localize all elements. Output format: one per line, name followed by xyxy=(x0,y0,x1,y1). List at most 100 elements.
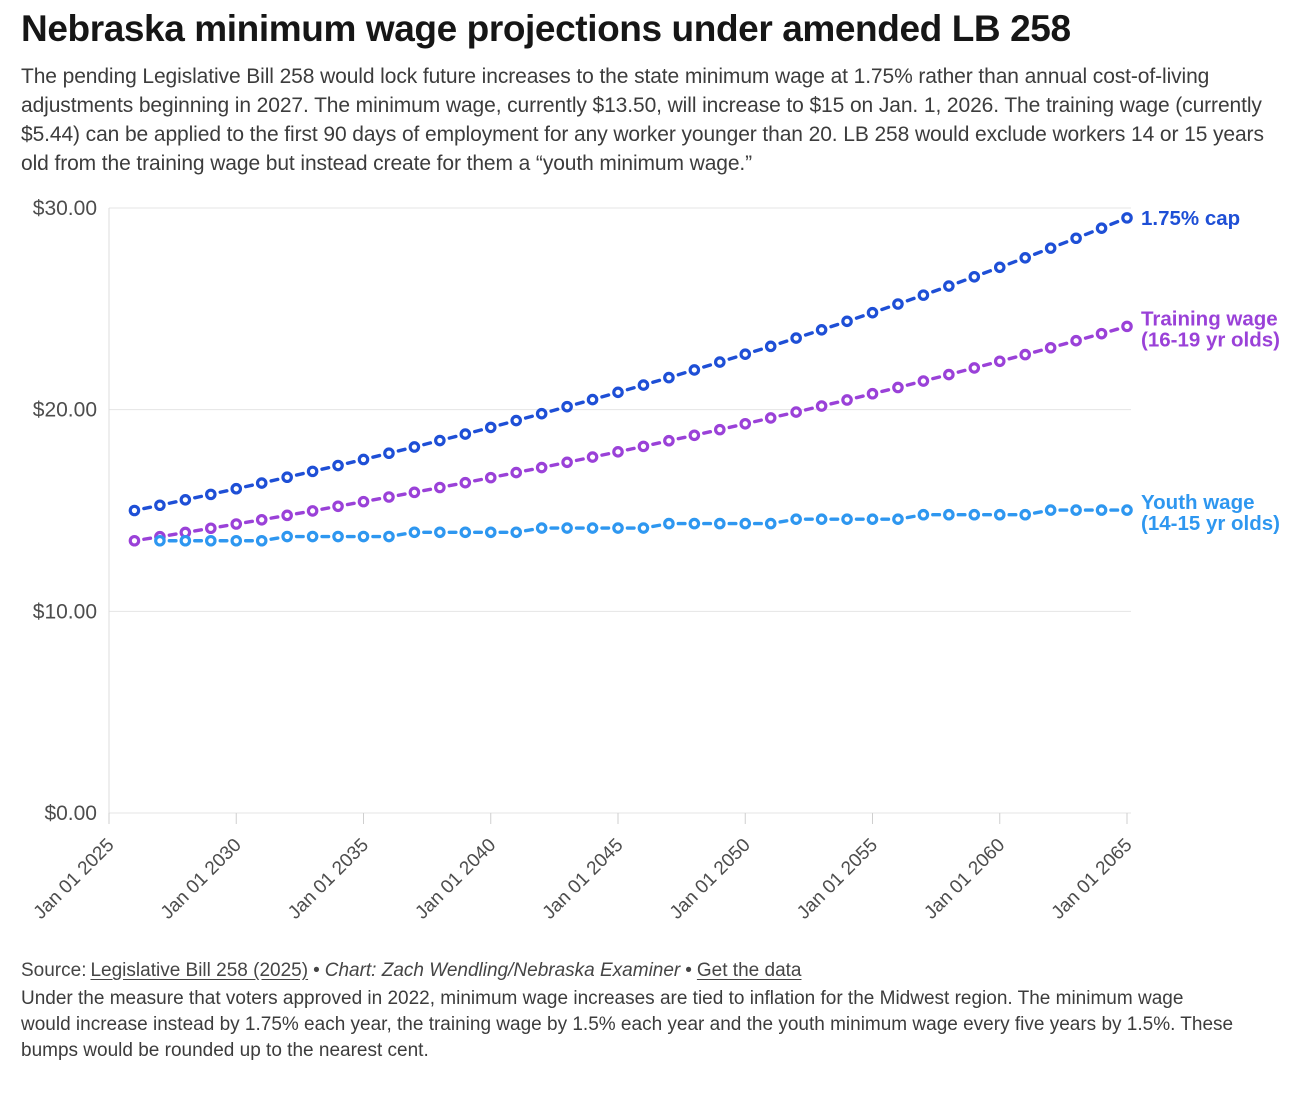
series-dash xyxy=(931,375,942,381)
series-dash xyxy=(523,414,534,420)
data-point-marker xyxy=(128,504,141,517)
series-training: Training wage (16-19 yr olds) xyxy=(128,307,1280,547)
data-point-marker xyxy=(688,429,701,442)
data-point-marker xyxy=(917,289,930,301)
series-dash xyxy=(549,462,560,468)
data-point-marker xyxy=(1070,334,1082,347)
series-dash xyxy=(269,477,280,483)
data-point-marker xyxy=(306,505,319,517)
series-dash xyxy=(1058,341,1069,347)
data-point-marker xyxy=(306,530,319,543)
data-point-marker xyxy=(230,534,243,547)
data-point-marker xyxy=(230,518,243,530)
series-dash xyxy=(880,305,891,312)
series-dash xyxy=(1007,355,1018,361)
x-axis-tick-label: Jan 01 2035 xyxy=(284,835,373,924)
series-dash xyxy=(243,483,254,489)
series-dash xyxy=(422,441,433,447)
data-point-marker xyxy=(459,428,472,440)
series-dash xyxy=(956,278,967,285)
data-point-marker xyxy=(383,491,395,503)
data-point-marker xyxy=(510,526,522,539)
data-point-marker xyxy=(815,513,828,525)
series-dash xyxy=(778,519,789,524)
series-label-youth: Youth wage (14-15 yr olds) xyxy=(1141,491,1280,535)
data-point-marker xyxy=(332,530,344,543)
data-point-marker xyxy=(790,406,802,418)
series-dash xyxy=(676,435,687,441)
data-point-marker xyxy=(917,375,930,387)
series-dash xyxy=(1058,240,1069,247)
data-point-marker xyxy=(154,499,166,512)
data-point-marker xyxy=(815,324,828,336)
get-the-data-link[interactable]: Get the data xyxy=(696,960,802,981)
data-point-marker xyxy=(383,447,395,460)
data-point-marker xyxy=(993,355,1006,368)
data-point-marker xyxy=(484,471,497,484)
data-point-marker xyxy=(790,332,802,344)
data-point-marker xyxy=(561,400,573,413)
source-link[interactable]: Legislative Bill 258 (2025) xyxy=(90,960,309,981)
series-dash xyxy=(702,363,713,369)
series-dash xyxy=(218,489,229,494)
series-dash xyxy=(345,501,356,507)
data-point-marker xyxy=(917,508,930,521)
series-dash xyxy=(396,447,407,453)
data-point-marker xyxy=(1019,508,1031,521)
data-point-marker xyxy=(764,412,777,424)
data-point-marker xyxy=(968,508,981,521)
chart-title: Nebraska minimum wage projections under … xyxy=(21,8,1071,49)
data-point-marker xyxy=(815,400,828,412)
series-dash xyxy=(447,434,458,440)
data-point-marker xyxy=(943,280,955,292)
data-point-marker xyxy=(1044,341,1057,354)
data-point-marker xyxy=(510,414,522,427)
data-point-marker xyxy=(713,356,726,368)
series-dash xyxy=(218,523,229,529)
x-axis-tick-label: Jan 01 2050 xyxy=(666,835,755,924)
series-dash xyxy=(982,269,993,275)
data-point-marker xyxy=(357,495,370,508)
data-point-marker xyxy=(205,534,217,547)
data-point-marker xyxy=(408,526,421,539)
data-point-marker xyxy=(968,362,981,374)
series-dash xyxy=(473,428,484,434)
data-point-marker xyxy=(993,508,1006,521)
series-dash xyxy=(498,421,509,427)
series-label-cap: 1.75% cap xyxy=(1141,207,1240,230)
data-point-marker xyxy=(637,522,650,534)
series-dash xyxy=(803,331,814,337)
data-point-marker xyxy=(663,517,675,530)
x-axis-tick-label: Jan 01 2060 xyxy=(920,835,1009,924)
source-line: Source: Legislative Bill 258 (2025) • Chart… xyxy=(21,958,1254,984)
data-point-marker xyxy=(892,513,904,525)
series-dash xyxy=(854,314,865,320)
series-dash xyxy=(727,424,738,430)
footnote: Under the measure that voters approved i… xyxy=(21,988,1234,1061)
series-dash xyxy=(880,388,891,394)
data-point-marker xyxy=(764,340,777,353)
series-youth: Youth wage (14-15 yr olds) xyxy=(154,491,1280,547)
data-point-marker xyxy=(332,459,344,472)
data-point-marker xyxy=(561,456,573,469)
data-point-marker xyxy=(943,368,955,381)
data-point-marker xyxy=(1121,212,1133,224)
data-point-marker xyxy=(739,517,752,530)
series-dash xyxy=(1109,327,1120,333)
series-dash xyxy=(498,472,509,478)
series-dash xyxy=(320,506,331,511)
data-point-marker xyxy=(612,522,624,534)
series-dash xyxy=(905,514,916,520)
chart-credit: Chart: Zach Wendling/Nebraska Examiner xyxy=(324,960,681,981)
data-point-marker xyxy=(790,513,802,525)
data-point-marker xyxy=(841,394,853,406)
x-axis-tick-label: Jan 01 2040 xyxy=(411,835,500,924)
data-point-marker xyxy=(535,522,548,534)
series-dash xyxy=(829,322,840,329)
data-point-marker xyxy=(510,466,522,479)
data-point-marker xyxy=(841,513,853,525)
data-point-marker xyxy=(866,306,879,319)
series-dash xyxy=(829,400,840,406)
series-cap: 1.75% cap xyxy=(128,207,1240,517)
